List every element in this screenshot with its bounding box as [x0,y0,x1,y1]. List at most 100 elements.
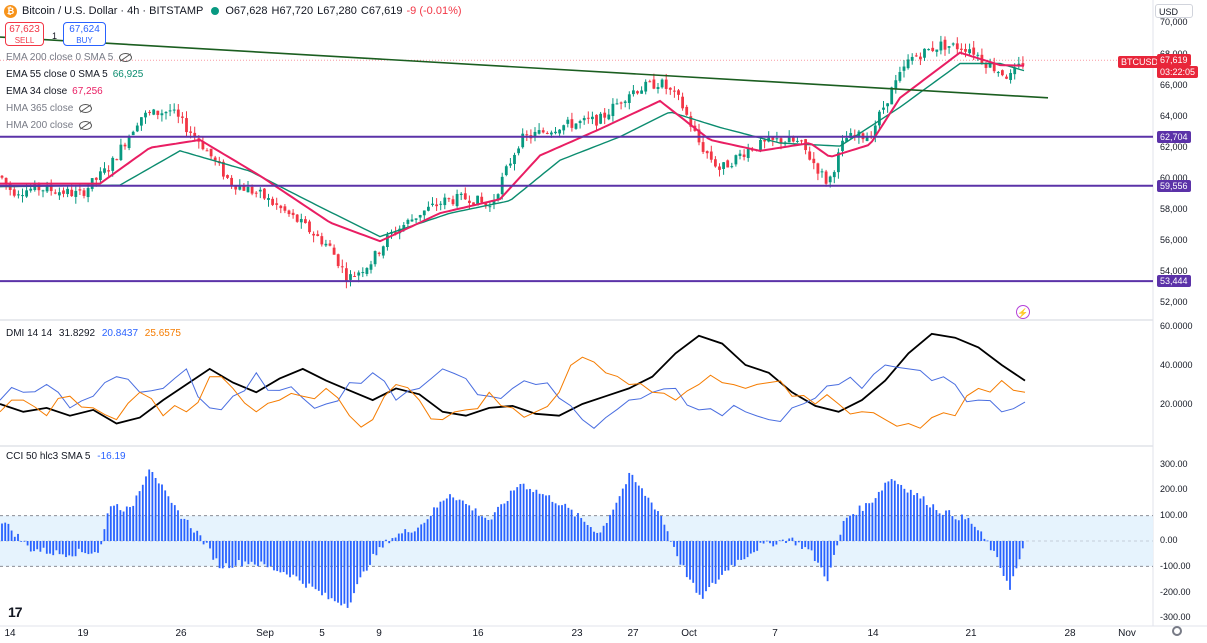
candle-body [902,66,906,71]
hidden-eye-icon[interactable] [119,53,133,62]
high-value: H67,720 [271,5,314,17]
plus-di-line [0,364,1026,429]
candle-body [41,190,45,192]
legend-hma200[interactable]: HMA 200 close [6,120,93,131]
cci-bar [71,541,74,557]
candle-body [685,106,689,115]
cci-bar [762,541,765,544]
cci-bar [426,519,429,541]
cci-bar [541,494,544,541]
candle-body [939,41,943,51]
candle-body [29,188,33,191]
candle-body [763,140,766,142]
cci-bar [669,540,672,542]
cci-bar [788,538,791,541]
legend-hma365-label: HMA 365 close [6,103,74,114]
cci-bar [785,541,787,544]
cci-bar [282,541,285,572]
cci-bar [740,541,743,560]
candle-body [263,188,266,199]
cci-bar [711,541,714,583]
adx-line [0,332,1026,425]
cci-bar [215,541,218,559]
candle-body [480,196,484,203]
symbol-title[interactable]: Bitcoin / U.S. Dollar · 4h · BITSTAMP [22,5,204,17]
cci-bar [177,510,179,541]
cci-bar [49,541,51,554]
cci-bar [244,541,247,562]
flash-icon[interactable]: ⚡ [1016,305,1030,319]
cci-bar [477,515,480,541]
cci-bar [717,541,720,580]
cci-bar [279,541,282,573]
spread-value: 1 [52,31,58,41]
cci-bar [474,508,477,541]
candle-body [681,96,684,109]
cci-bar [698,541,701,595]
cci-bar [961,514,963,541]
cci-bar [250,541,253,562]
dmi-legend[interactable]: DMI 14 14 31.8292 20.8437 25.6575 [6,328,185,339]
cci-bar [449,494,451,541]
cci-bar [20,541,23,542]
cci-bar [605,522,608,541]
hidden-eye-icon[interactable] [79,121,93,130]
candle-body [964,49,967,52]
cci-bar [1,523,3,541]
cci-bar [807,541,810,550]
price-tick: 64,000 [1160,111,1188,121]
cci-bar [877,491,880,541]
candle-body [21,195,24,197]
settings-gear-icon[interactable] [1172,626,1182,636]
candle-body [176,109,180,117]
hidden-eye-icon[interactable] [79,104,93,113]
cci-bar [234,541,237,566]
cci-bar [327,541,330,600]
currency-selector[interactable]: USD [1155,4,1193,18]
candle-body [353,276,356,278]
cci-bar [186,519,189,541]
cci-bar [100,541,103,545]
cci-legend[interactable]: CCI 50 hlc3 SMA 5 -16.19 [6,451,130,462]
dmi-tick: 20.0000 [1160,399,1193,409]
cci-bar [58,541,61,555]
cci-bar [852,514,855,541]
candle-body [140,117,143,126]
sell-button[interactable]: 67,623 SELL [5,22,44,46]
buy-price: 67,624 [69,24,100,35]
cci-bar [631,474,634,541]
cci-bar [826,541,829,582]
level-tag: 62,704 [1157,131,1191,143]
cci-bar [439,501,442,541]
cci-bar [109,506,112,541]
cci-bar [756,541,759,551]
legend-ema55[interactable]: EMA 55 close 0 SMA 5 66,925 [6,69,143,80]
candle-body [86,188,90,198]
cci-bar [321,541,323,596]
close-value: C67,619 [360,5,403,17]
candle-body [451,199,455,205]
candle-body [291,212,295,216]
candle-body [570,119,574,128]
cci-bar [23,540,26,542]
cci-bar [817,541,819,563]
cci-bar [273,541,275,571]
cci-bar [797,541,800,543]
candle-body [308,221,311,233]
cci-bar [596,532,599,541]
cci-bar [106,513,109,541]
cci-bar [820,541,823,568]
legend-ema34[interactable]: EMA 34 close 67,256 [6,86,103,97]
cci-bar [871,502,874,541]
cci-bar [823,541,826,577]
candle-body [119,144,123,161]
candle-body [49,184,53,192]
buy-button[interactable]: 67,624 BUY [63,22,106,46]
candle-body [1013,67,1017,75]
candle-body [837,152,840,173]
cci-bar [868,503,871,541]
legend-ema200[interactable]: EMA 200 close 0 SMA 5 [6,52,133,63]
tradingview-logo-icon[interactable]: 17 [8,604,23,620]
legend-hma365[interactable]: HMA 365 close [6,103,93,114]
